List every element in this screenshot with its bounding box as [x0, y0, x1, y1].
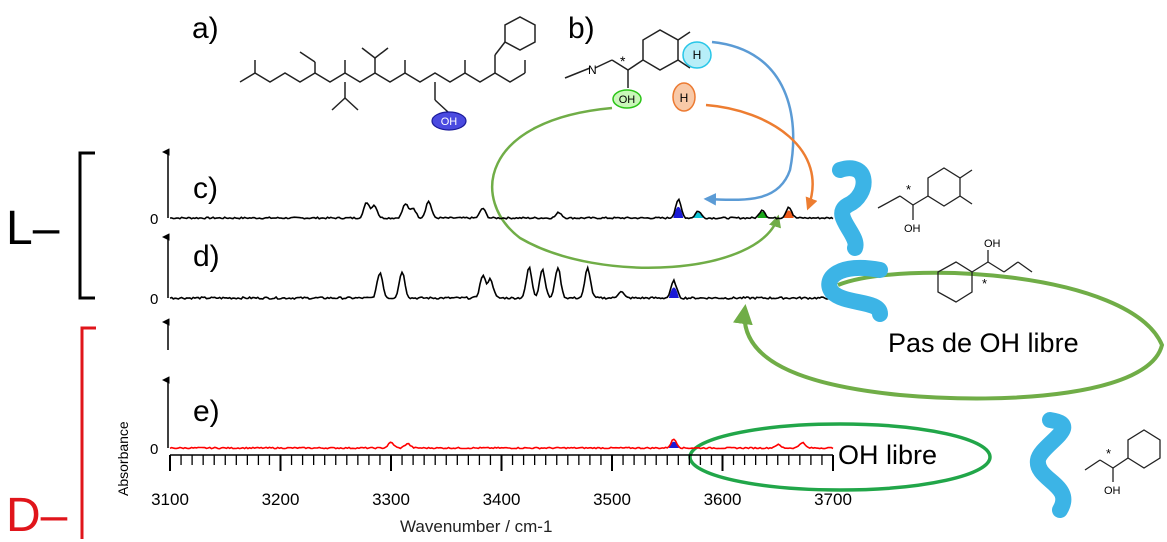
receptor-cartoon-d [821, 259, 888, 322]
panel-label-d: d) [193, 240, 220, 273]
x-tick-label: 3500 [593, 490, 631, 509]
receptor-cartoon-c [832, 160, 872, 256]
x-tick-label: 3200 [262, 490, 300, 509]
green-arrow-upper [490, 106, 781, 269]
peptide-oh-highlight [431, 111, 467, 131]
free-oh-annotation: OH libre [838, 440, 938, 470]
spectrum-trace-c [169, 197, 834, 220]
aliphatic-oh-highlight [612, 89, 642, 109]
l-bracket [78, 151, 95, 300]
molecule-c-oh: OH [904, 223, 921, 235]
molecule-d [937, 250, 1033, 303]
d-bracket [80, 326, 96, 539]
blue-arrow [703, 40, 795, 206]
phenol-oh-upper-highlight [682, 41, 712, 69]
molecule-d-star: * [982, 276, 987, 291]
receptor-cartoon-e [1030, 412, 1072, 518]
adrenaline-structure [564, 29, 691, 88]
molecule-c-star: * [906, 182, 911, 197]
adrenaline-n: N [588, 63, 597, 77]
d-enantiomer-label: D– [6, 489, 68, 542]
phenol-h-upper: H [693, 48, 702, 62]
spectrum-trace-d [169, 264, 834, 301]
phenol-h-lower: H [680, 91, 689, 105]
molecule-c [877, 167, 973, 220]
x-tick-label: 3700 [814, 490, 852, 509]
no-free-oh-annotation: Pas de OH libre [888, 328, 1079, 358]
x-axis-label: Wavenumber / cm-1 [400, 517, 552, 536]
green-arrow-loop [732, 270, 1165, 401]
adrenaline-star: * [620, 53, 626, 69]
l-enantiomer-label: L– [6, 202, 60, 255]
panel-label-a: a) [192, 12, 219, 45]
peak-c-3560 [673, 206, 684, 218]
y-axis-label: Absorbance [115, 421, 131, 496]
molecule-e-star: * [1106, 446, 1111, 461]
panel-label-e: e) [193, 395, 220, 428]
free-oh-ellipse [688, 422, 992, 492]
peak-d-3556 [668, 287, 679, 298]
molecule-e-oh: OH [1104, 485, 1121, 497]
panel-label-c: c) [193, 172, 218, 205]
panel-label-b: b) [568, 12, 595, 45]
aliphatic-oh-label: OH [619, 94, 636, 106]
phenol-oh-lower-highlight [672, 82, 696, 112]
x-tick-label: 3100 [151, 490, 189, 509]
molecule-e [1084, 429, 1161, 482]
molecule-d-oh: OH [984, 238, 1001, 250]
x-tick-label: 3300 [372, 490, 410, 509]
peptide-structure [239, 16, 536, 113]
x-tick-label: 3600 [704, 490, 742, 509]
x-tick-label: 3400 [483, 490, 521, 509]
zero-label-d: 0 [150, 291, 158, 308]
peptide-oh-label: OH [441, 116, 458, 128]
zero-label-c: 0 [150, 211, 158, 228]
orange-arrow [705, 103, 818, 211]
spectrum-trace-e [169, 438, 834, 450]
zero-label-e: 0 [150, 441, 158, 458]
